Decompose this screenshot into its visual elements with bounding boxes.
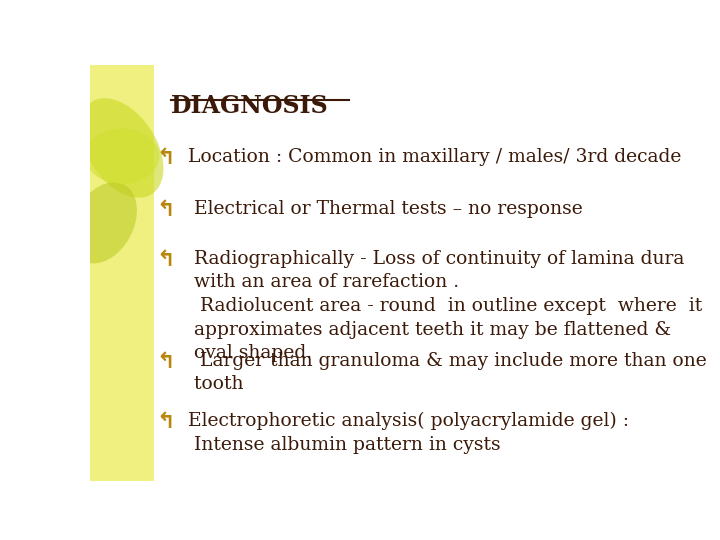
- FancyBboxPatch shape: [90, 65, 154, 481]
- Text: Electrical or Thermal tests – no response: Electrical or Thermal tests – no respons…: [188, 200, 582, 218]
- Ellipse shape: [71, 182, 137, 264]
- Ellipse shape: [80, 98, 163, 198]
- Text: ↰: ↰: [156, 148, 175, 168]
- Text: Location : Common in maxillary / males/ 3rd decade: Location : Common in maxillary / males/ …: [188, 148, 681, 166]
- Text: DIAGNOSIS: DIAGNOSIS: [171, 94, 328, 118]
- Text: ↰: ↰: [156, 250, 175, 270]
- Text: ↰: ↰: [156, 352, 175, 372]
- Text: ↰: ↰: [156, 200, 175, 220]
- Text: Electrophoretic analysis( polyacrylamide gel) :
 Intense albumin pattern in cyst: Electrophoretic analysis( polyacrylamide…: [188, 412, 629, 454]
- Text: Larger than granuloma & may include more than one
 tooth: Larger than granuloma & may include more…: [188, 352, 706, 393]
- Text: ↰: ↰: [156, 412, 175, 432]
- Text: Radiographically - Loss of continuity of lamina dura
 with an area of rarefactio: Radiographically - Loss of continuity of…: [188, 250, 702, 362]
- Circle shape: [86, 129, 158, 183]
